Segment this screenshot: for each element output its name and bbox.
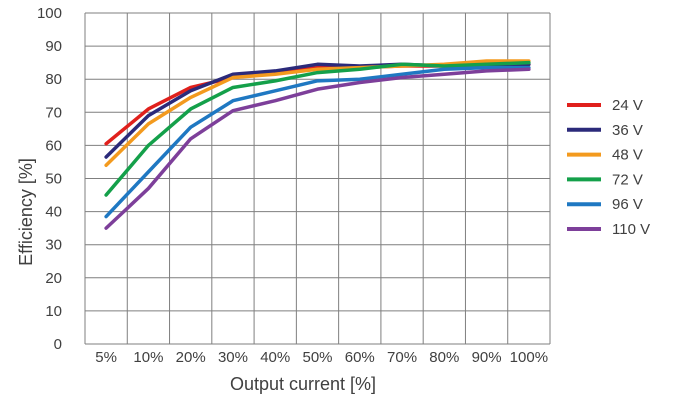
x-tick-label: 20% [176,349,206,366]
series-lines [104,59,531,230]
series-line-48v [104,59,531,168]
y-tick-label: 0 [54,336,62,353]
x-tick-label: 90% [472,349,502,366]
y-tick-label: 80 [45,71,62,88]
legend-label: 24 V [612,97,643,114]
legend-label: 48 V [612,147,643,164]
legend: 24 V 36 V 48 V 72 V 96 V 110 V [567,97,650,238]
x-axis-title: Output current [%] [230,374,376,394]
legend-label: 36 V [612,122,643,139]
legend-label: 96 V [612,196,643,213]
legend-label: 72 V [612,171,643,188]
x-tick-label: 10% [133,349,163,366]
x-tick-label: 70% [387,349,417,366]
series-line-110v [104,67,531,230]
series-line-72v [104,60,531,197]
y-tick-label: 90 [45,38,62,55]
x-tick-label: 50% [302,349,332,366]
series-line-96v [104,65,531,219]
y-axis-ticks: 0 10 20 30 40 50 60 70 80 90 100 [37,5,62,353]
x-tick-label: 5% [95,349,117,366]
x-axis-ticks: 5% 10% 20% 30% 40% 50% 60% 70% 80% 90% 100% [95,349,548,366]
x-tick-label: 40% [260,349,290,366]
x-tick-label: 60% [345,349,375,366]
y-tick-label: 10 [45,303,62,320]
x-tick-label: 80% [429,349,459,366]
y-tick-label: 30 [45,237,62,254]
grid [84,12,551,345]
y-tick-label: 100 [37,5,62,22]
legend-label: 110 V [612,221,650,238]
y-tick-label: 40 [45,204,62,221]
x-tick-label: 100% [510,349,548,366]
y-axis-title: Efficiency [%] [16,158,36,266]
y-tick-label: 20 [45,270,62,287]
y-tick-label: 60 [45,137,62,154]
x-tick-label: 30% [218,349,248,366]
y-tick-label: 70 [45,104,62,121]
y-tick-label: 50 [45,171,62,188]
